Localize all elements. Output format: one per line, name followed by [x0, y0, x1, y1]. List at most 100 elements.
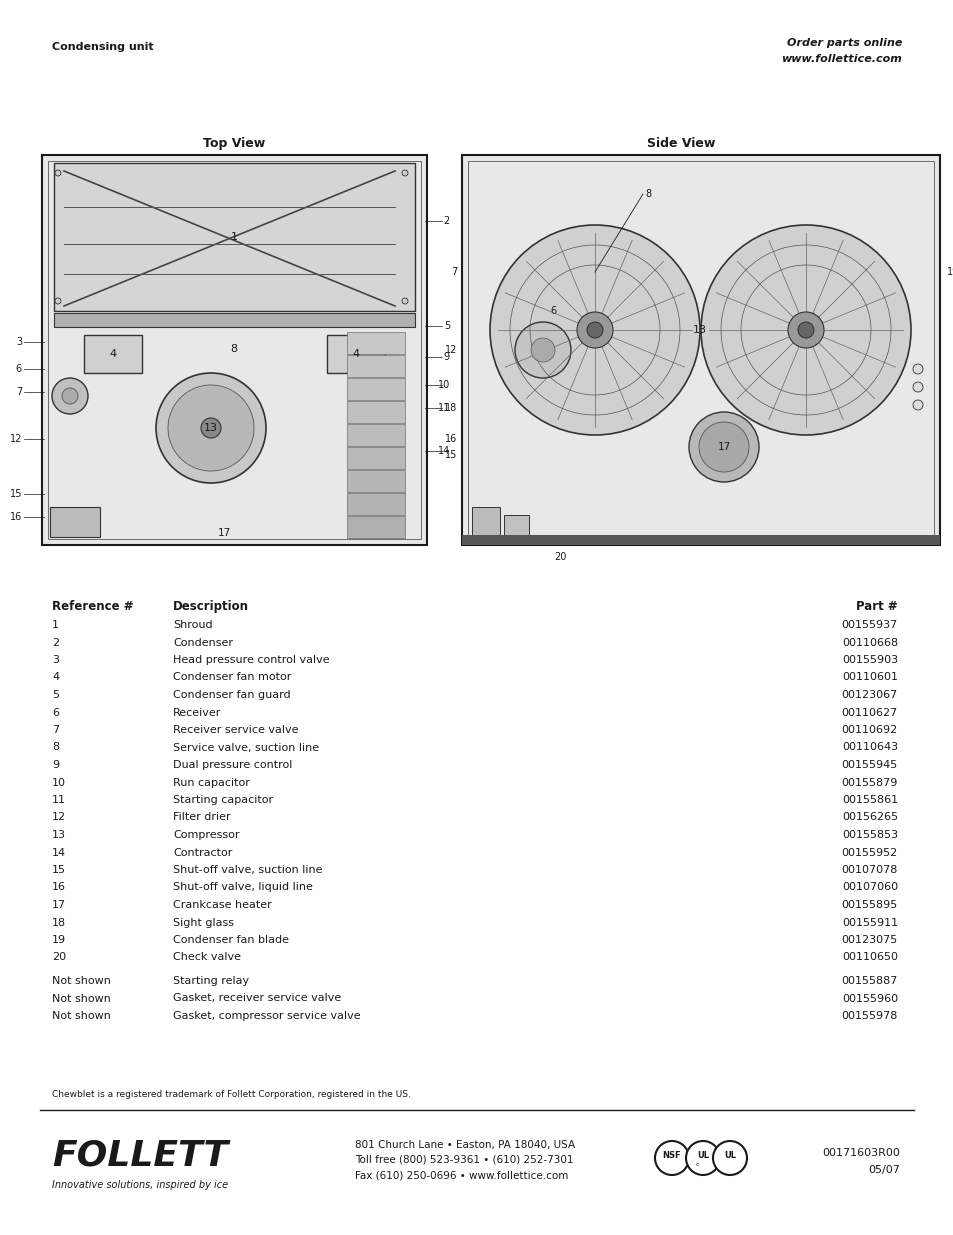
Text: 12: 12	[444, 345, 456, 354]
Text: Condenser fan motor: Condenser fan motor	[172, 673, 291, 683]
Text: 17: 17	[717, 442, 730, 452]
Text: 9: 9	[52, 760, 59, 769]
Circle shape	[490, 225, 700, 435]
Text: 00171603R00: 00171603R00	[821, 1149, 899, 1158]
Circle shape	[531, 338, 555, 362]
Bar	[42, 156, 427, 545]
Text: 7: 7	[52, 725, 59, 735]
Text: 17: 17	[217, 529, 231, 538]
Bar	[347, 447, 405, 469]
Text: Run capacitor: Run capacitor	[172, 778, 250, 788]
Text: 7: 7	[16, 387, 22, 396]
Circle shape	[700, 225, 910, 435]
Text: Condenser fan guard: Condenser fan guard	[172, 690, 291, 700]
Text: 20: 20	[554, 552, 566, 562]
Bar	[347, 332, 405, 354]
Text: 14: 14	[437, 446, 450, 456]
Text: 18: 18	[52, 918, 66, 927]
Text: 00123067: 00123067	[841, 690, 897, 700]
Text: 8: 8	[52, 742, 59, 752]
Text: Shut-off valve, suction line: Shut-off valve, suction line	[172, 864, 322, 876]
Circle shape	[699, 422, 748, 472]
Text: 6: 6	[550, 306, 556, 316]
Text: 19: 19	[52, 935, 66, 945]
Text: 10: 10	[437, 380, 450, 390]
Text: 13: 13	[204, 424, 218, 433]
Text: 16: 16	[52, 883, 66, 893]
Text: UL: UL	[723, 1151, 735, 1161]
Text: 8: 8	[231, 345, 237, 354]
Text: 05/07: 05/07	[867, 1165, 899, 1174]
Text: 10: 10	[52, 778, 66, 788]
Text: 00107078: 00107078	[841, 864, 897, 876]
Bar	[84, 335, 142, 373]
Text: 6: 6	[52, 708, 59, 718]
Circle shape	[201, 417, 221, 438]
Text: 6: 6	[16, 364, 22, 374]
Text: 17: 17	[52, 900, 66, 910]
Text: Receiver service valve: Receiver service valve	[172, 725, 298, 735]
Text: UL: UL	[697, 1151, 708, 1161]
Text: 1: 1	[231, 232, 237, 242]
Text: 00155945: 00155945	[841, 760, 897, 769]
Text: Check valve: Check valve	[172, 952, 241, 962]
Text: NSF: NSF	[662, 1151, 680, 1161]
Bar	[347, 424, 405, 446]
Bar	[327, 335, 385, 373]
Text: Not shown: Not shown	[52, 993, 111, 1004]
Text: 00155960: 00155960	[841, 993, 897, 1004]
Text: Crankcase heater: Crankcase heater	[172, 900, 272, 910]
Text: Top View: Top View	[203, 137, 265, 149]
Text: 20: 20	[52, 952, 66, 962]
Text: 00123075: 00123075	[841, 935, 897, 945]
Bar	[54, 163, 415, 311]
Bar	[54, 312, 415, 327]
Text: 00155978: 00155978	[841, 1011, 897, 1021]
Text: Reference #: Reference #	[52, 600, 133, 613]
Bar	[461, 156, 939, 545]
Text: 00155887: 00155887	[841, 976, 897, 986]
Text: 13: 13	[52, 830, 66, 840]
Text: 00110601: 00110601	[841, 673, 897, 683]
Bar	[347, 493, 405, 515]
Bar	[468, 161, 933, 538]
Text: 00110692: 00110692	[841, 725, 897, 735]
Text: 3: 3	[52, 655, 59, 664]
Bar	[503, 515, 529, 535]
Circle shape	[401, 170, 408, 177]
Circle shape	[797, 322, 813, 338]
Text: 00155879: 00155879	[841, 778, 897, 788]
Text: 00110643: 00110643	[841, 742, 897, 752]
Text: 00110668: 00110668	[841, 637, 897, 647]
Text: 7: 7	[450, 267, 456, 277]
Text: 8: 8	[644, 189, 651, 199]
Text: Side View: Side View	[646, 137, 715, 149]
Circle shape	[156, 373, 266, 483]
Text: 00107060: 00107060	[841, 883, 897, 893]
Text: Condenser: Condenser	[172, 637, 233, 647]
Text: Filter drier: Filter drier	[172, 813, 231, 823]
Text: Starting capacitor: Starting capacitor	[172, 795, 273, 805]
Text: 12: 12	[10, 433, 22, 445]
Text: 11: 11	[437, 403, 450, 412]
Text: 4: 4	[52, 673, 59, 683]
Circle shape	[787, 312, 823, 348]
Text: 11: 11	[52, 795, 66, 805]
Circle shape	[655, 1141, 688, 1174]
Text: Contractor: Contractor	[172, 847, 233, 857]
Text: 2: 2	[52, 637, 59, 647]
Text: 12: 12	[52, 813, 66, 823]
Circle shape	[912, 364, 923, 374]
Text: Part #: Part #	[856, 600, 897, 613]
Text: 5: 5	[52, 690, 59, 700]
Text: Condenser fan blade: Condenser fan blade	[172, 935, 289, 945]
Text: Receiver: Receiver	[172, 708, 221, 718]
Text: 4: 4	[352, 350, 359, 359]
Circle shape	[401, 298, 408, 304]
Text: 1: 1	[52, 620, 59, 630]
Circle shape	[62, 388, 78, 404]
Text: 00155895: 00155895	[841, 900, 897, 910]
Text: 00156265: 00156265	[841, 813, 897, 823]
Text: Chewblet is a registered trademark of Follett Corporation, registered in the US.: Chewblet is a registered trademark of Fo…	[52, 1091, 411, 1099]
Text: Gasket, compressor service valve: Gasket, compressor service valve	[172, 1011, 360, 1021]
